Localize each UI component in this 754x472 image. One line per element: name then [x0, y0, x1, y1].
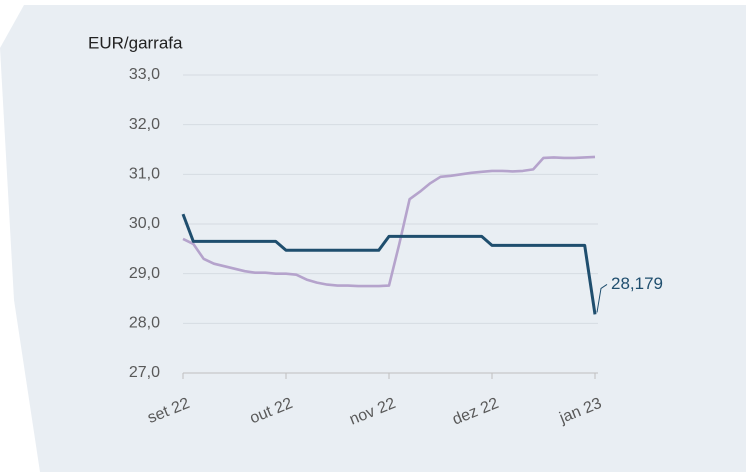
y-tick-label: 28,0: [129, 315, 160, 332]
y-tick-label: 27,0: [129, 364, 160, 381]
leader-line: [596, 284, 608, 313]
panel-background: [0, 5, 746, 472]
series-line: [181, 213, 597, 315]
chart-title: EUR/garrafa: [88, 33, 183, 52]
series-line: [182, 155, 596, 288]
y-tick-label: 31,0: [129, 166, 160, 183]
y-tick-label: 29,0: [129, 265, 160, 282]
data-label: 28,179: [611, 274, 663, 293]
y-tick-label: 30,0: [129, 215, 160, 232]
y-tick-label: 32,0: [129, 116, 160, 133]
y-tick-label: 33,0: [129, 66, 160, 83]
